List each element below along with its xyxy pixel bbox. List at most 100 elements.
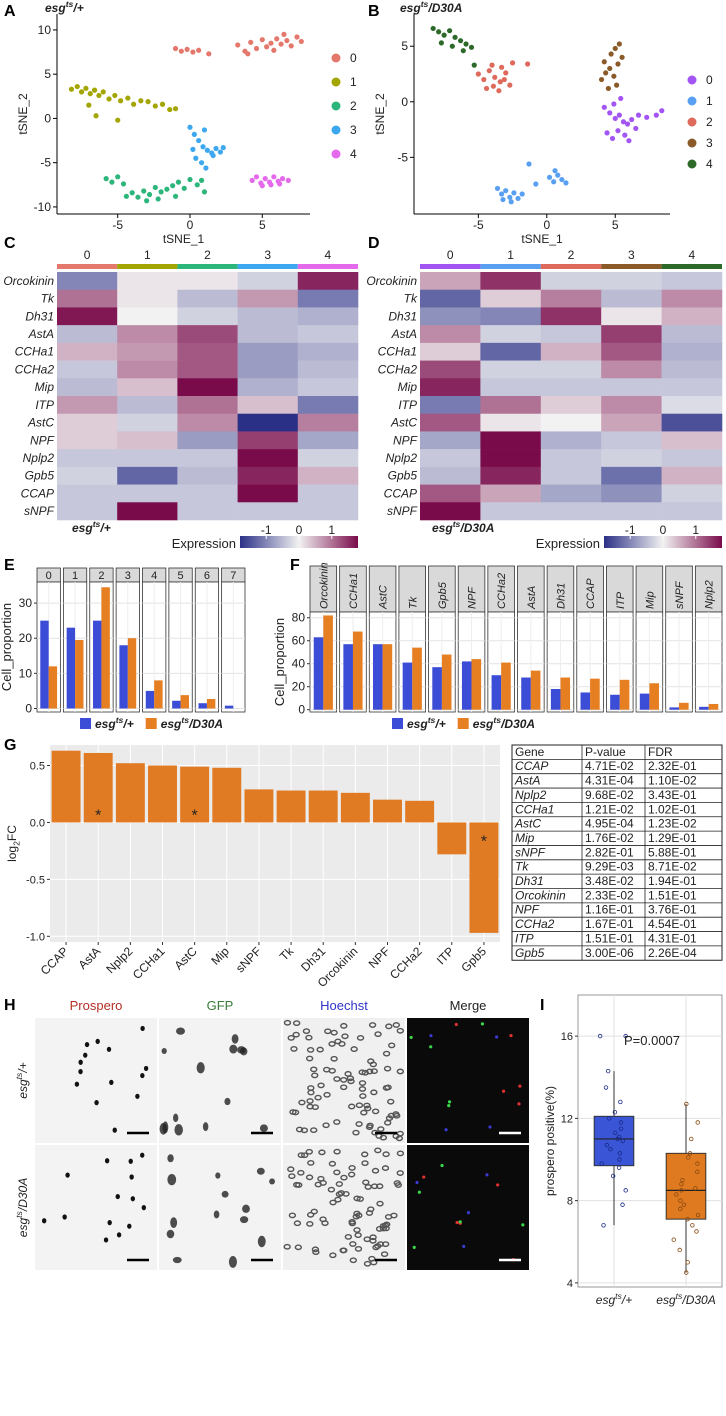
- signal: [440, 1163, 444, 1168]
- point: [284, 37, 290, 44]
- nucleus: [327, 1186, 336, 1193]
- point: [552, 168, 558, 174]
- point: [607, 65, 613, 72]
- heat-cell: [420, 289, 481, 308]
- heat-cell: [117, 431, 178, 450]
- row-label: sNPF: [387, 504, 418, 518]
- nucleus: [355, 1121, 363, 1127]
- nucleus: [297, 1152, 305, 1159]
- box: [593, 1115, 635, 1167]
- heat-cell: [177, 413, 238, 432]
- heat-cell: [237, 484, 299, 503]
- x-tick-label: ITP: [434, 944, 457, 967]
- bar: [180, 766, 210, 823]
- table-cell: 2.32E-01: [648, 759, 697, 773]
- y-axis-label: Cell_proportion: [0, 603, 14, 691]
- point: [68, 86, 75, 92]
- nucleus: [329, 1252, 337, 1259]
- heat-cell: [420, 466, 481, 485]
- legend-marker: [331, 77, 341, 87]
- nucleus: [106, 1046, 112, 1052]
- text-part: ts: [181, 715, 189, 725]
- heat-cell: [177, 484, 238, 503]
- heat-cell: [297, 272, 359, 291]
- facet-label: Tk: [407, 596, 419, 609]
- point: [555, 172, 561, 178]
- point: [271, 174, 277, 180]
- heat-cell: [57, 396, 118, 415]
- y-tick-label: 5: [401, 39, 408, 53]
- nucleus: [364, 1184, 372, 1190]
- legend-marker: [687, 75, 697, 85]
- bar: [48, 666, 58, 709]
- text-part: ts: [428, 715, 436, 725]
- channel-label: Merge: [450, 998, 487, 1013]
- heat-cell: [480, 484, 542, 503]
- legend-swatch: [80, 718, 91, 729]
- row-label: esgts/+: [14, 1062, 30, 1098]
- bar: [340, 792, 370, 823]
- heat-cell: [177, 502, 238, 521]
- nucleus: [294, 1244, 303, 1251]
- y-tick-label: -5: [397, 150, 408, 164]
- y-axis-label: tSNE_2: [16, 93, 30, 135]
- row-label: Dh31: [388, 309, 417, 323]
- heat-cell: [297, 360, 359, 379]
- y-tick-label: -10: [34, 200, 52, 214]
- row-label: AstC: [27, 416, 54, 430]
- heat-cell: [601, 325, 662, 344]
- heat-cell: [540, 396, 602, 415]
- nucleus: [292, 1031, 300, 1038]
- heat-cell: [177, 378, 238, 397]
- bar: [639, 693, 650, 710]
- nucleus: [382, 1085, 391, 1091]
- table-cell: 5.88E-01: [648, 845, 697, 859]
- micrograph: [159, 1018, 281, 1143]
- text-part: /D30A: [681, 1293, 715, 1307]
- nucleus: [140, 1025, 145, 1032]
- point: [187, 124, 193, 130]
- facet-strip: [368, 565, 397, 613]
- point: [679, 1181, 684, 1187]
- nucleus: [381, 1241, 390, 1248]
- cell: [229, 1044, 238, 1054]
- facet-label: Orcokinin: [318, 563, 330, 609]
- x-tick-label: CCAP: [38, 944, 71, 977]
- y-axis-label: log2FC: [5, 825, 22, 862]
- nucleus: [323, 1091, 331, 1098]
- point: [486, 68, 492, 74]
- point: [106, 96, 112, 102]
- nucleus: [364, 1105, 372, 1112]
- point: [695, 1161, 700, 1166]
- heat-cell: [177, 360, 238, 379]
- point: [253, 45, 260, 52]
- facet-label: Mip: [644, 591, 656, 609]
- heat-cell: [420, 272, 481, 291]
- point: [623, 1188, 628, 1193]
- facet-label: 6: [204, 570, 210, 582]
- point: [607, 1116, 612, 1121]
- nucleus: [349, 1257, 358, 1264]
- point: [509, 60, 516, 66]
- table-frame: [511, 744, 723, 961]
- heat-cell: [540, 413, 602, 432]
- nucleus: [354, 1245, 363, 1252]
- cell: [213, 1210, 220, 1219]
- point: [96, 92, 102, 99]
- nucleus: [361, 1069, 369, 1076]
- x-tick-label: -5: [112, 218, 123, 232]
- nucleus: [355, 1102, 364, 1109]
- heat-cell: [117, 289, 178, 308]
- table-cell: CCHa1: [515, 802, 554, 816]
- nucleus: [349, 1241, 357, 1247]
- heat-cell: [480, 449, 542, 468]
- heat-cell: [661, 272, 723, 291]
- cell: [242, 1204, 250, 1213]
- row-label: Mip: [35, 380, 55, 394]
- heat-cell: [661, 289, 723, 308]
- legend-swatch: [145, 718, 157, 729]
- heat-cell: [117, 272, 178, 291]
- column-bar: [297, 264, 358, 269]
- point: [507, 194, 513, 200]
- point: [597, 1033, 603, 1039]
